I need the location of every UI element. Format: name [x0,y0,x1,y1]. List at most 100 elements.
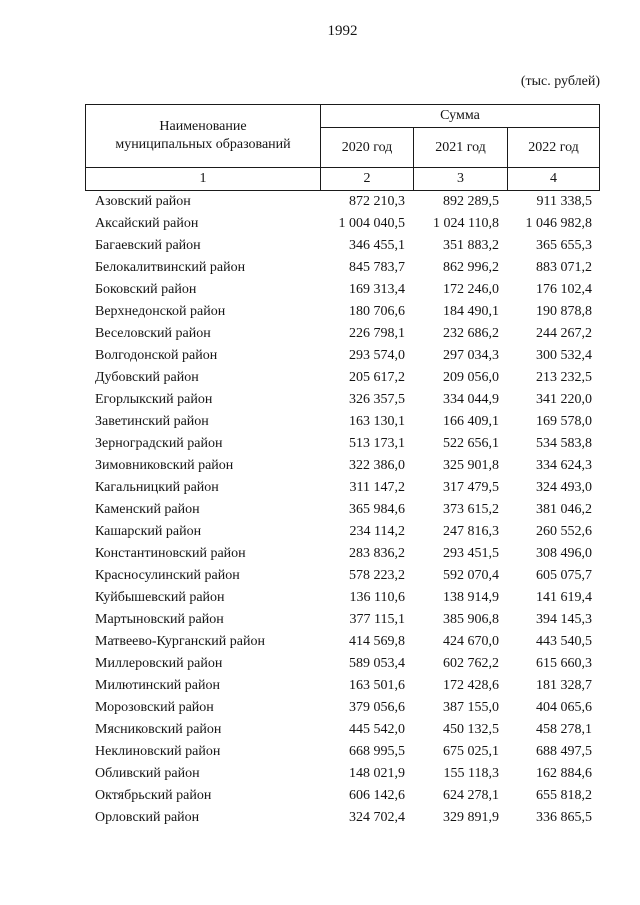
district-name: Кагальницкий район [95,480,219,495]
value-cell: 589 053,4 [349,656,405,671]
value-cell: 365 984,6 [349,502,405,517]
value-cell: 322 386,0 [349,458,405,473]
value-cell: 180 706,6 [349,304,405,319]
value-cell: 176 102,4 [536,282,592,297]
value-cell: 324 493,0 [536,480,592,495]
value-cell: 605 075,7 [536,568,592,583]
value-cell: 213 232,5 [536,370,592,385]
district-name: Красносулинский район [95,568,240,583]
value-cell: 141 619,4 [536,590,592,605]
district-name: Егорлыкский район [95,392,213,407]
value-cell: 513 173,1 [349,436,405,451]
district-name: Обливский район [95,766,200,781]
value-cell: 675 025,1 [443,744,499,759]
table-row: Куйбышевский район 136 110,6 138 914,9 141 … [85,587,600,609]
value-cell: 283 836,2 [349,546,405,561]
district-name: Матвеево-Курганский район [95,634,265,649]
value-cell: 346 455,1 [349,238,405,253]
value-cell: 162 884,6 [536,766,592,781]
value-cell: 602 762,2 [443,656,499,671]
value-cell: 136 110,6 [349,590,405,605]
district-name: Каменский район [95,502,200,517]
value-cell: 373 615,2 [443,502,499,517]
column-number-1: 1 [86,167,320,190]
table-row: Кагальницкий район 311 147,2 317 479,5 324 … [85,477,600,499]
table-row: Орловский район 324 702,4 329 891,9 336 865… [85,807,600,829]
district-name: Орловский район [95,810,200,825]
value-cell: 297 034,3 [443,348,499,363]
value-cell: 163 130,1 [349,414,405,429]
table-row: Верхнедонской район 180 706,6 184 490,1 190… [85,301,600,323]
district-name: Боковский район [95,282,197,297]
value-cell: 445 542,0 [349,722,405,737]
value-cell: 606 142,6 [349,788,405,803]
value-cell: 414 569,8 [349,634,405,649]
district-name: Кашарский район [95,524,202,539]
district-name: Волгодонской район [95,348,218,363]
table-row: Мясниковский район 445 542,0 450 132,5 458 … [85,719,600,741]
value-cell: 184 490,1 [443,304,499,319]
budget-table: Наименование муниципальных образований С… [85,104,600,829]
value-cell: 578 223,2 [349,568,405,583]
table-row: Морозовский район 379 056,6 387 155,0 404 0… [85,697,600,719]
value-cell: 325 901,8 [443,458,499,473]
value-cell: 244 267,2 [536,326,592,341]
value-cell: 592 070,4 [443,568,499,583]
district-name: Заветинский район [95,414,209,429]
table-row: Боковский район 169 313,4 172 246,0 176 102… [85,279,600,301]
table-row: Неклиновский район 668 995,5 675 025,1 688 … [85,741,600,763]
value-cell: 163 501,6 [349,678,405,693]
value-cell: 534 583,8 [536,436,592,451]
value-cell: 1 046 982,8 [525,216,593,231]
value-cell: 365 655,3 [536,238,592,253]
value-cell: 324 702,4 [349,810,405,825]
value-cell: 190 878,8 [536,304,592,319]
value-cell: 172 428,6 [443,678,499,693]
value-cell: 326 357,5 [349,392,405,407]
value-cell: 892 289,5 [443,194,499,209]
value-cell: 172 246,0 [443,282,499,297]
district-name: Дубовский район [95,370,199,385]
table-row: Егорлыкский район 326 357,5 334 044,9 341 2… [85,389,600,411]
value-cell: 385 906,8 [443,612,499,627]
value-cell: 911 338,5 [536,194,592,209]
district-name: Белокалитвинский район [95,260,246,275]
value-cell: 205 617,2 [349,370,405,385]
district-name: Аксайский район [95,216,199,231]
table-row: Дубовский район 205 617,2 209 056,0 213 232… [85,367,600,389]
year-header-2020: 2020 год [320,127,413,167]
value-cell: 166 409,1 [443,414,499,429]
value-cell: 209 056,0 [443,370,499,385]
value-cell: 872 210,3 [349,194,405,209]
district-name: Куйбышевский район [95,590,225,605]
value-cell: 336 865,5 [536,810,592,825]
name-header-line2: муниципальных образований [115,137,291,152]
district-name: Миллеровский район [95,656,223,671]
value-cell: 522 656,1 [443,436,499,451]
value-cell: 247 816,3 [443,524,499,539]
page-number: 1992 [327,23,358,39]
table-row: Багаевский район 346 455,1 351 883,2 365 65… [85,235,600,257]
value-cell: 862 996,2 [443,260,499,275]
table-row: Миллеровский район 589 053,4 602 762,2 615 … [85,653,600,675]
district-name: Мясниковский район [95,722,222,737]
district-name: Октябрьский район [95,788,212,803]
district-name: Багаевский район [95,238,201,253]
value-cell: 293 574,0 [349,348,405,363]
units-note: (тыс. рублей) [520,74,600,89]
value-cell: 387 155,0 [443,700,499,715]
value-cell: 232 686,2 [443,326,499,341]
table-row: Зимовниковский район 322 386,0 325 901,8 33… [85,455,600,477]
table-body: Азовский район 872 210,3 892 289,5 911 338,… [85,191,600,829]
district-name: Константиновский район [95,546,246,561]
value-cell: 381 046,2 [536,502,592,517]
table-row: Константиновский район 283 836,2 293 451,5… [85,543,600,565]
table-row: Октябрьский район 606 142,6 624 278,1 655 8… [85,785,600,807]
year-header-2022: 2022 год [507,127,599,167]
table-row: Красносулинский район 578 223,2 592 070,4 6… [85,565,600,587]
value-cell: 293 451,5 [443,546,499,561]
column-number-2: 2 [320,167,413,190]
value-cell: 341 220,0 [536,392,592,407]
value-cell: 155 118,3 [443,766,499,781]
